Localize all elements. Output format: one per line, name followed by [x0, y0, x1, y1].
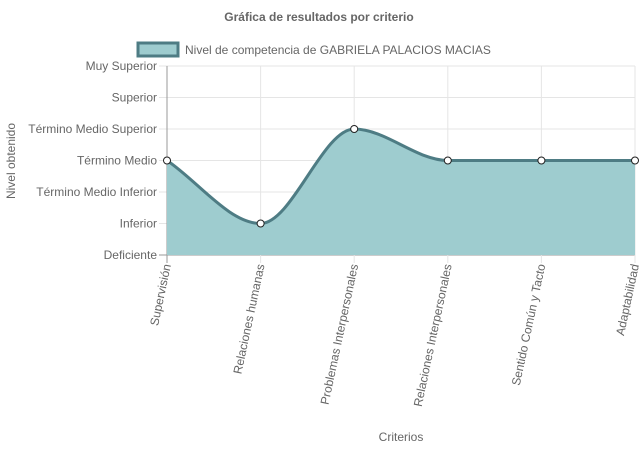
- legend-label: Nivel de competencia de GABRIELA PALACIO…: [185, 43, 491, 57]
- x-tick-label: Sentido Común y Tacto: [509, 262, 549, 386]
- data-point[interactable]: [350, 125, 359, 133]
- y-tick-label: Término Medio: [77, 154, 157, 168]
- y-axis-title: Nivel obtenido: [4, 123, 18, 199]
- x-axis-title: Criterios: [379, 430, 424, 444]
- x-tick-label: Problemas Interpersonales: [318, 263, 362, 406]
- y-tick-label: Superior: [112, 91, 157, 105]
- x-tick-label: Relaciones Interpersonales: [411, 263, 455, 408]
- x-tick-label: Relaciones humanas: [231, 263, 268, 376]
- y-axis-ticks: Deficiente Inferior Término Medio Inferior…: [28, 59, 157, 262]
- data-points: [163, 125, 639, 228]
- chart-title: Gráfica de resultados por criterio: [224, 10, 413, 24]
- data-point[interactable]: [163, 156, 171, 165]
- data-point[interactable]: [256, 219, 265, 228]
- y-tick-label: Término Medio Superior: [28, 122, 157, 136]
- data-point[interactable]: [443, 156, 452, 165]
- x-tick-label: Supervisión: [147, 263, 174, 327]
- x-tick-label: Adaptabilidad: [613, 263, 639, 337]
- y-tick-label: Deficiente: [104, 248, 158, 262]
- x-axis-ticks: Supervisión Relaciones humanas Problemas I…: [147, 262, 639, 407]
- legend[interactable]: Nivel de competencia de GABRIELA PALACIO…: [136, 41, 491, 58]
- data-point[interactable]: [631, 156, 639, 165]
- legend-swatch: [136, 41, 180, 58]
- y-tick-label: Término Medio Inferior: [36, 185, 157, 199]
- y-tick-label: Muy Superior: [86, 59, 157, 73]
- data-point[interactable]: [537, 156, 546, 165]
- y-tick-label: Inferior: [120, 217, 157, 231]
